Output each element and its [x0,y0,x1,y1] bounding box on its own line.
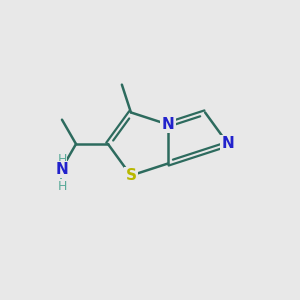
Text: H: H [57,153,67,166]
Text: N: N [222,136,234,152]
Text: S: S [125,168,136,183]
Text: N: N [162,117,174,132]
Text: N: N [56,162,68,177]
Text: H: H [57,180,67,193]
